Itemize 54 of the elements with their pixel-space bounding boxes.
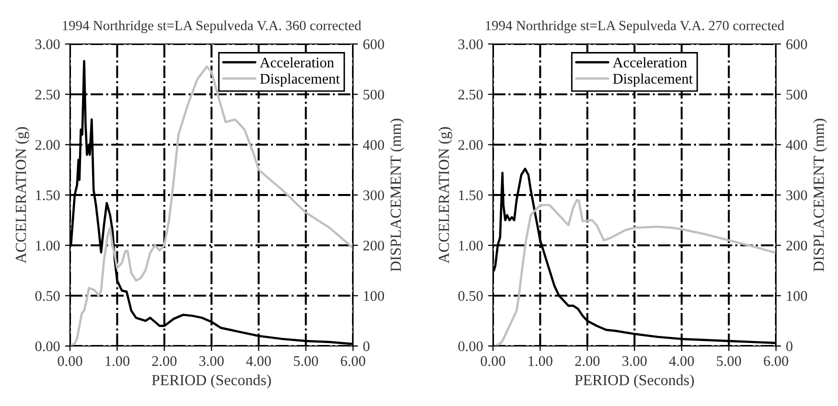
y2-tick-label: 300	[786, 190, 808, 200]
y-tick-label: 0.50	[458, 291, 483, 301]
x-tick-label: 0.00	[58, 356, 82, 366]
y2-tick-label: 500	[786, 90, 808, 100]
chart-title: 1994 Northridge st=LA Sepulveda V.A. 360 corrected	[62, 20, 362, 34]
y2-tick-label: 600	[786, 39, 808, 50]
y-tick-label: 0.00	[458, 341, 483, 352]
y2-tick-label: 400	[363, 140, 384, 150]
y-tick-label: 0.50	[35, 291, 60, 301]
y2-tick-label: 0	[363, 341, 370, 352]
y2-axis-title: DISPLACEMENT (mm)	[390, 118, 404, 272]
y-tick-label: 3.00	[35, 39, 60, 50]
x-tick-label: 6.00	[340, 356, 366, 366]
y2-tick-label: 0	[786, 341, 792, 352]
x-tick-label: 2.00	[152, 356, 177, 366]
chart-title: 1994 Northridge st=LA Sepulveda V.A. 270 corrected	[486, 20, 784, 34]
x-axis-title: PERIOD (Seconds)	[574, 374, 694, 388]
legend-label: Displacement	[613, 73, 693, 87]
y-tick-label: 2.00	[458, 140, 483, 150]
x-tick-label: 3.00	[622, 356, 647, 366]
y2-tick-label: 200	[363, 240, 384, 251]
x-tick-label: 6.00	[764, 356, 788, 366]
x-tick-label: 4.00	[669, 356, 694, 366]
y2-tick-label: 100	[364, 291, 384, 301]
y2-tick-label: 600	[363, 39, 384, 50]
x-tick-label: 5.00	[294, 356, 318, 366]
y-tick-label: 3.00	[458, 39, 483, 50]
y2-tick-label: 400	[786, 140, 808, 150]
legend-label: Acceleration	[612, 57, 687, 68]
x-tick-label: 5.00	[716, 356, 742, 366]
y-tick-label: 1.50	[459, 190, 483, 200]
x-tick-label: 2.00	[575, 356, 600, 366]
x-tick-label: 4.00	[246, 356, 271, 366]
y-tick-label: 1.00	[36, 240, 60, 251]
y2-axis-title: DISPLACEMENT (mm)	[813, 118, 828, 272]
x-tick-label: 1.00	[106, 356, 130, 366]
x-tick-label: 1.00	[528, 356, 552, 366]
y-tick-label: 2.00	[35, 140, 60, 150]
y-axis-title: ACCELERATION (g)	[438, 127, 452, 264]
y-axis-title: ACCELERATION (g)	[15, 127, 30, 264]
y-tick-label: 0.00	[35, 341, 60, 352]
y2-tick-label: 200	[786, 240, 808, 251]
y2-tick-label: 300	[363, 190, 384, 200]
y-tick-label: 2.50	[458, 90, 483, 100]
y-tick-label: 1.50	[36, 190, 60, 200]
x-tick-label: 0.00	[480, 356, 506, 366]
y-tick-label: 1.00	[459, 240, 483, 251]
y2-tick-label: 100	[787, 291, 808, 301]
legend-label: Displacement	[260, 73, 340, 87]
y2-tick-label: 500	[364, 90, 384, 100]
y-tick-label: 2.50	[35, 90, 60, 100]
x-tick-label: 3.00	[199, 356, 224, 366]
x-axis-title: PERIOD (Seconds)	[152, 374, 271, 388]
legend-label: Acceleration	[260, 57, 334, 68]
